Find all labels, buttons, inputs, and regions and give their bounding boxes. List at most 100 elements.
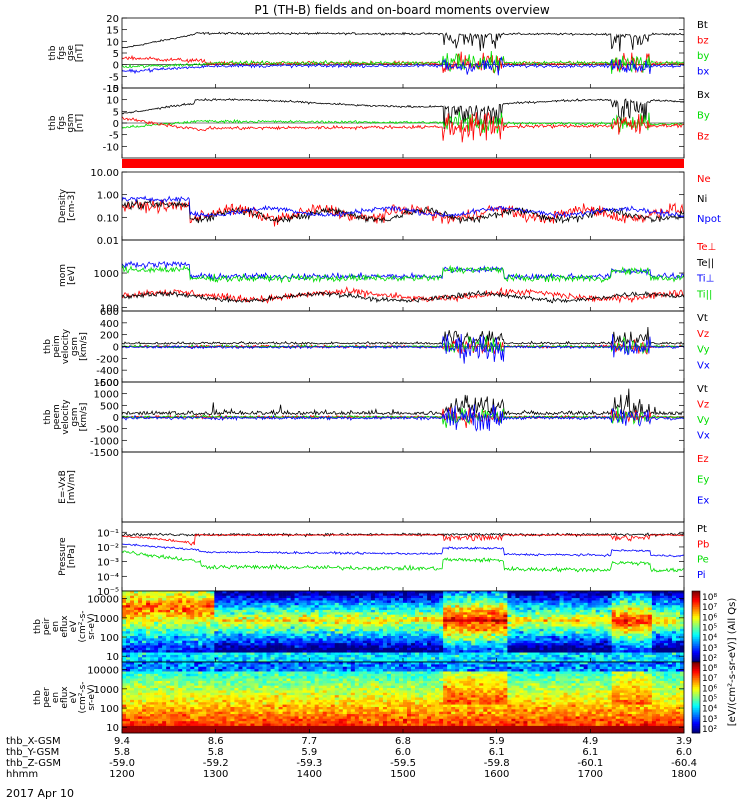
- spectrogram-cell: [182, 697, 187, 701]
- spectrogram-cell: [198, 652, 203, 656]
- y-tick-label-ion-velocity-5: -400: [96, 366, 119, 377]
- spectrogram-cell: [154, 692, 159, 696]
- spectrogram-cell: [427, 659, 432, 663]
- spectrogram-cell: [595, 602, 600, 606]
- spectrogram-cell: [282, 607, 287, 611]
- spectrogram-cell: [555, 612, 560, 615]
- spectrogram-cell: [134, 624, 139, 627]
- spectrogram-cell: [322, 621, 328, 625]
- spectrogram-cell: [238, 647, 243, 651]
- spectrogram-cell: [523, 647, 528, 651]
- spectrogram-cell: [639, 609, 645, 613]
- spectrogram-cell: [643, 631, 649, 634]
- spectrogram-cell: [146, 643, 151, 646]
- spectrogram-cell: [338, 638, 344, 641]
- spectrogram-cell: [551, 635, 556, 639]
- spectrogram-cell: [218, 624, 223, 627]
- spectrogram-cell: [202, 624, 207, 627]
- spectrogram-cell: [435, 659, 440, 663]
- spectrogram-cell: [262, 614, 267, 618]
- spectrogram-cell: [206, 593, 211, 597]
- spectrogram-cell: [298, 612, 303, 615]
- spectrogram-cell: [663, 650, 669, 653]
- spectrogram-cell: [611, 657, 617, 660]
- spectrogram-cell: [555, 619, 560, 623]
- spectrogram-cell: [354, 609, 360, 613]
- spectrogram-cell: [214, 657, 219, 660]
- spectrogram-cell: [166, 685, 171, 689]
- spectrogram-cell: [679, 598, 685, 601]
- spectrogram-cell: [142, 593, 147, 597]
- spectrogram-cell: [623, 645, 629, 649]
- spectrogram-cell: [222, 626, 227, 630]
- spectrogram-cell: [302, 645, 307, 649]
- spectrogram-cell: [170, 728, 175, 731]
- spectrogram-cell: [451, 624, 456, 627]
- spectrogram-cell: [234, 643, 239, 646]
- y-label-ion-velocity-2: velocity: [61, 328, 71, 364]
- spectrogram-cell: [182, 605, 187, 608]
- spectrogram-cell: [547, 652, 552, 656]
- spectrogram-cell: [467, 645, 472, 649]
- spectrogram-cell: [615, 650, 621, 653]
- spectrogram-cell: [415, 626, 420, 630]
- spectrogram-cell: [619, 631, 625, 634]
- spectrogram-cell: [346, 652, 352, 656]
- spectrogram-cell: [154, 647, 159, 651]
- spectrogram-cell: [403, 602, 408, 606]
- spectrogram-cell: [531, 650, 536, 653]
- legend-fgs-gsm-2: Bz: [697, 131, 709, 142]
- spectrogram-cell: [302, 602, 307, 606]
- spectrogram-cell: [166, 647, 171, 651]
- spectrogram-cell: [543, 631, 548, 634]
- spectrogram-cell: [599, 640, 605, 644]
- spectrogram-cell: [298, 645, 303, 649]
- spectrogram-cell: [515, 640, 520, 644]
- spectrogram-cell: [667, 628, 673, 632]
- spectrogram-cell: [238, 598, 243, 601]
- spectrogram-cell: [459, 650, 464, 653]
- spectrogram-cell: [467, 600, 472, 604]
- spectrogram-cell: [459, 633, 464, 637]
- spectrogram-cell: [130, 593, 135, 597]
- spectrogram-cell: [146, 671, 151, 675]
- spectrogram-cell: [158, 723, 163, 727]
- spectrogram-cell: [170, 706, 175, 710]
- spectrogram-cell: [246, 657, 251, 660]
- spectrogram-cell: [226, 626, 231, 630]
- spectrogram-cell: [599, 614, 605, 618]
- spectrogram-cell: [659, 609, 665, 613]
- spectrogram-cell: [234, 605, 239, 608]
- spectrogram-cell: [302, 595, 307, 599]
- spectrogram-cell: [543, 647, 548, 651]
- spectrogram-cell: [154, 609, 159, 613]
- spectrogram-cell: [563, 638, 568, 641]
- spectrogram-cell: [382, 633, 388, 637]
- spectrogram-cell: [142, 716, 147, 720]
- spectrogram-cell: [266, 647, 271, 651]
- spectrogram-cell: [503, 612, 508, 615]
- spectrogram-cell: [663, 643, 669, 646]
- spectrogram-cell: [162, 631, 167, 634]
- spectrogram-cell: [186, 619, 191, 623]
- spectrogram-cell: [330, 602, 336, 606]
- spectrogram-cell: [358, 617, 364, 620]
- spectrogram-cell: [390, 628, 396, 632]
- spectrogram-cell: [178, 659, 183, 663]
- y-label-electron-velocity-3: gsm: [70, 407, 80, 426]
- spectrogram-cell: [154, 673, 159, 677]
- spectrogram-cell: [370, 614, 376, 618]
- spectrogram-cell: [330, 617, 336, 620]
- spectrogram-cell: [158, 669, 163, 672]
- spectrogram-cell: [459, 647, 464, 651]
- spectrogram-cell: [302, 612, 307, 615]
- spectrogram-cell: [154, 607, 159, 611]
- spectrogram-cell: [567, 605, 572, 608]
- spectrogram-cell: [527, 635, 532, 639]
- spectrogram-cell: [423, 605, 428, 608]
- spectrogram-cell: [583, 631, 588, 634]
- spectrogram-cell: [563, 631, 568, 634]
- spectrogram-cell: [146, 702, 151, 705]
- spectrogram-cell: [591, 657, 596, 660]
- spectrogram-cell: [162, 595, 167, 599]
